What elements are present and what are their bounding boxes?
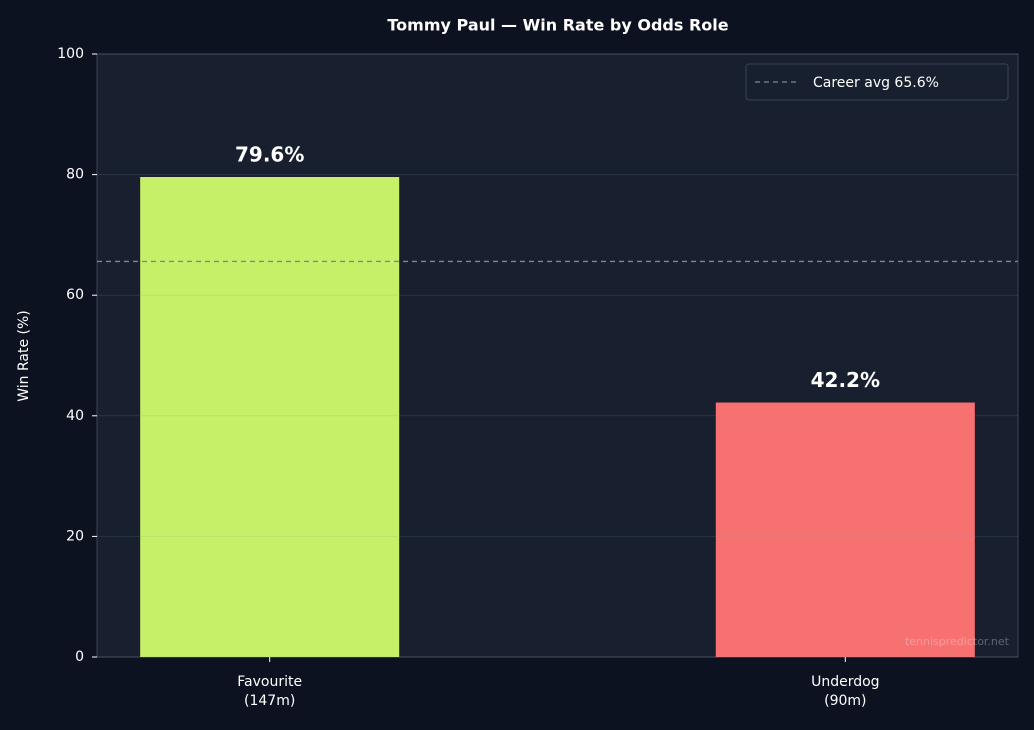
y-tick-label: 20 (66, 528, 84, 544)
bar (140, 177, 400, 657)
legend-label: Career avg 65.6% (813, 75, 939, 91)
value-label: 79.6% (235, 143, 304, 167)
y-tick-label: 80 (66, 167, 84, 183)
y-tick-label: 0 (75, 649, 84, 665)
y-tick-label: 60 (66, 287, 84, 303)
watermark: tennispredictor.net (905, 635, 1010, 648)
x-tick-label: Favourite (237, 674, 302, 690)
y-tick-label: 40 (66, 408, 84, 424)
legend-box (745, 63, 1009, 101)
chart-title: Tommy Paul — Win Rate by Odds Role (387, 16, 728, 35)
x-tick-label: (147m) (244, 693, 295, 709)
x-tick-label: Underdog (811, 674, 879, 690)
x-tick-label: (90m) (824, 693, 866, 709)
bar (715, 402, 975, 657)
value-label: 42.2% (811, 368, 880, 392)
y-axis-label: Win Rate (%) (16, 310, 32, 402)
y-tick-label: 100 (57, 46, 84, 62)
